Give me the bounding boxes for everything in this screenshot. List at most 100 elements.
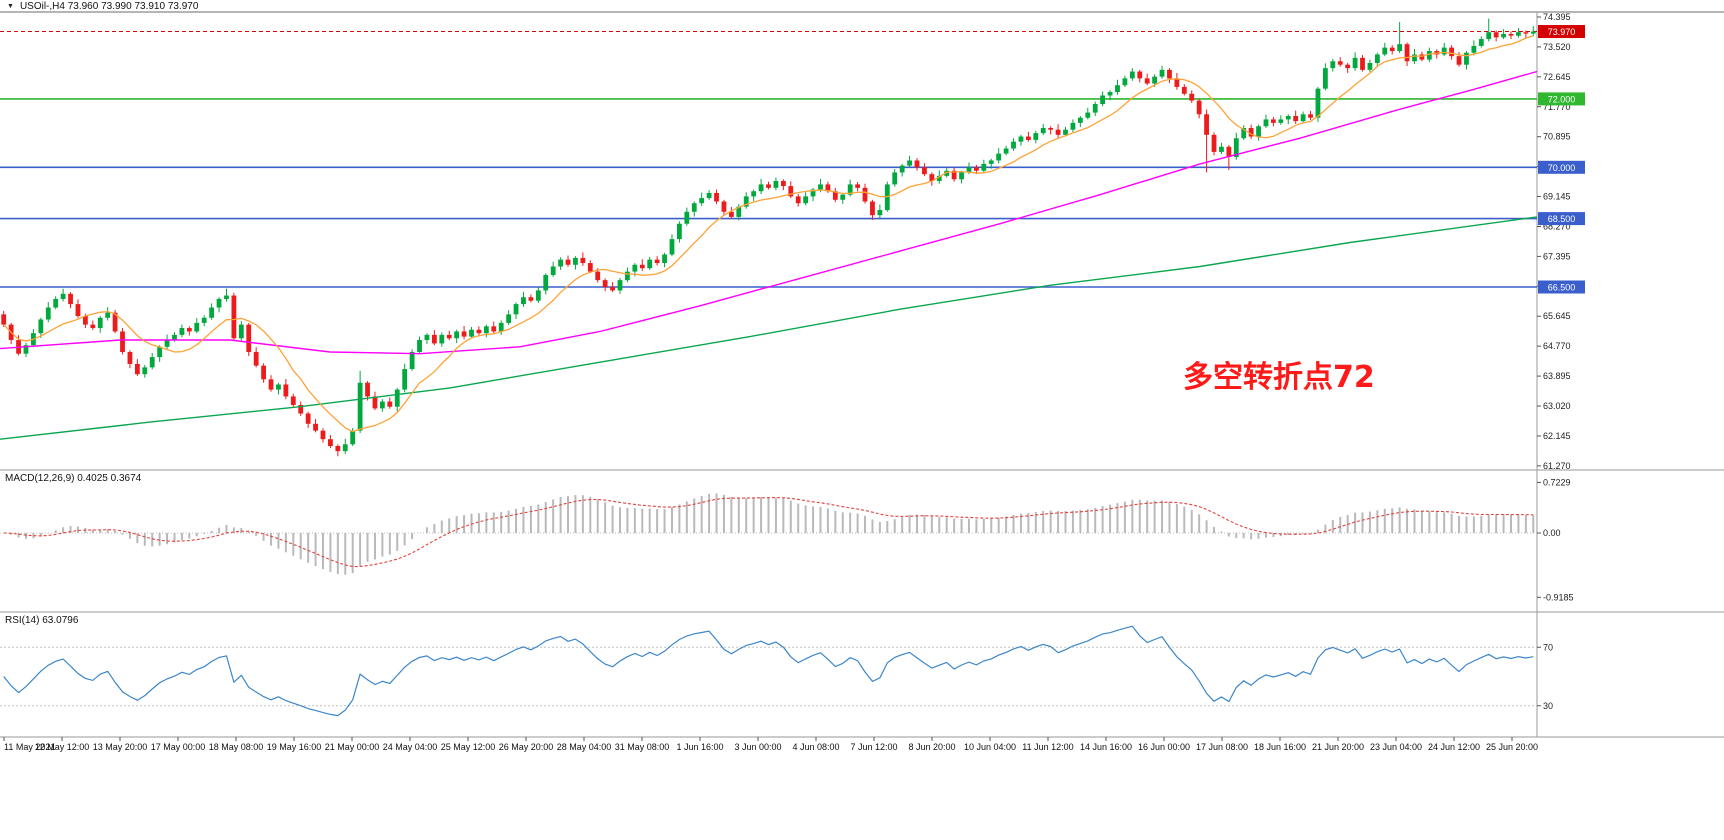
candle <box>149 357 155 368</box>
price-tick-label: 68.270 <box>1543 221 1571 231</box>
candle <box>402 369 408 390</box>
candle <box>1122 78 1128 86</box>
time-axis-label: 25 Jun 20:00 <box>1486 742 1538 752</box>
candle <box>743 196 749 207</box>
dropdown-triangle-icon[interactable]: ▼ <box>7 3 14 10</box>
time-axis-label: 31 May 08:00 <box>615 742 670 752</box>
candle <box>424 334 430 341</box>
candle <box>357 382 363 431</box>
candle <box>773 180 779 188</box>
candle <box>127 351 133 364</box>
candle <box>535 290 541 301</box>
candle <box>543 275 549 291</box>
main-chart-panel[interactable] <box>0 18 1537 457</box>
candle <box>595 271 601 281</box>
candle <box>142 367 148 375</box>
candle <box>1115 85 1120 93</box>
candle <box>1011 141 1016 149</box>
current-price-badge[interactable]: 73.970 <box>1538 25 1585 39</box>
candle <box>1419 54 1425 60</box>
time-axis-label: 23 Jun 04:00 <box>1370 742 1422 752</box>
candle <box>1181 86 1187 94</box>
candle <box>840 194 846 200</box>
candle <box>120 331 125 352</box>
candle <box>1374 54 1380 63</box>
price-tick-label: 74.395 <box>1543 12 1571 22</box>
candle <box>1070 122 1076 130</box>
candle <box>1404 44 1410 62</box>
candle <box>1100 95 1106 105</box>
time-axis-label: 24 Jun 12:00 <box>1428 742 1480 752</box>
panel-frames <box>0 11 1724 738</box>
candle <box>1285 116 1291 120</box>
candle <box>1271 119 1276 123</box>
candle <box>268 379 274 390</box>
candle <box>1025 136 1031 140</box>
candle <box>60 293 66 299</box>
candle <box>1382 47 1388 55</box>
candle <box>1211 134 1217 152</box>
candle <box>832 191 838 200</box>
candle <box>276 384 281 390</box>
candle <box>1219 146 1224 152</box>
candle <box>1412 54 1417 62</box>
price-tick-label: 63.895 <box>1543 371 1571 381</box>
candle <box>907 160 912 166</box>
candle <box>283 384 289 397</box>
time-axis-label: 25 May 12:00 <box>441 742 496 752</box>
time-axis-label: 7 Jun 12:00 <box>850 742 897 752</box>
candle <box>862 187 868 202</box>
candle <box>1048 127 1054 130</box>
candle <box>320 430 326 440</box>
candle <box>253 351 259 366</box>
candle <box>105 312 111 318</box>
candle <box>1174 78 1180 87</box>
time-axis-label: 10 Jun 04:00 <box>964 742 1016 752</box>
candle <box>951 170 957 180</box>
macd-panel[interactable] <box>0 493 1537 575</box>
time-axis-label: 8 Jun 20:00 <box>908 742 955 752</box>
candle <box>1159 69 1165 77</box>
candle <box>513 304 519 315</box>
candle <box>409 351 415 370</box>
candle <box>372 396 378 409</box>
candle <box>1367 62 1373 70</box>
candle <box>1345 64 1351 69</box>
candle <box>803 196 809 204</box>
level-price-badge[interactable]: 66.500 <box>1538 280 1585 294</box>
candle <box>68 293 73 305</box>
candle <box>1426 51 1432 60</box>
candle <box>417 340 422 352</box>
candle <box>1263 119 1269 127</box>
level-price-badge[interactable]: 70.000 <box>1538 160 1585 174</box>
candle <box>1486 32 1492 40</box>
candle <box>981 163 987 171</box>
candle <box>506 314 512 323</box>
rsi-level-label: 30 <box>1543 701 1553 711</box>
level-price-badge[interactable]: 72.000 <box>1538 92 1585 106</box>
candle <box>959 172 964 180</box>
price-tick-label: 69.145 <box>1543 192 1571 202</box>
candle <box>82 316 88 325</box>
candle <box>929 174 935 181</box>
candle <box>231 295 237 339</box>
candle <box>1478 39 1484 46</box>
candle <box>335 446 341 452</box>
candle <box>684 211 690 224</box>
candle <box>795 196 801 204</box>
level-price-badge[interactable]: 68.500 <box>1538 212 1585 226</box>
candle <box>23 345 29 354</box>
candle <box>714 192 719 202</box>
time-axis-label: 21 May 00:00 <box>325 742 380 752</box>
candlestick-series <box>1 18 1536 457</box>
candle <box>974 167 979 171</box>
svg-text:72.000: 72.000 <box>1548 94 1576 104</box>
candle <box>1055 129 1061 135</box>
rsi-panel[interactable] <box>0 625 1537 717</box>
candle <box>587 263 593 272</box>
svg-text:68.500: 68.500 <box>1548 214 1576 224</box>
candle <box>847 184 853 195</box>
candle <box>550 266 556 276</box>
